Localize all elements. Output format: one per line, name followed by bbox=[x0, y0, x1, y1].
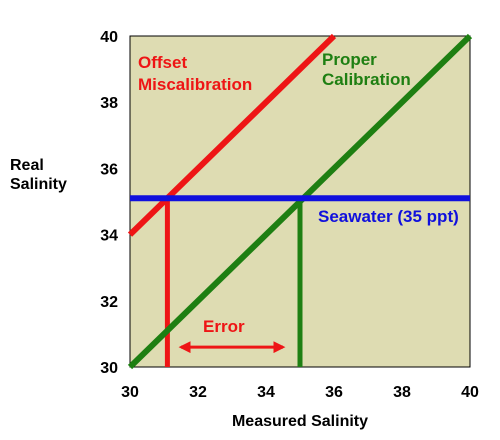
x-axis-title: Measured Salinity bbox=[232, 413, 368, 430]
series-line-offset-miscalibration bbox=[127, 33, 337, 237]
y-tick-label: 34 bbox=[100, 228, 118, 245]
seawater-label: Seawater (35 ppt) bbox=[318, 207, 459, 226]
offset-label-line2: Miscalibration bbox=[138, 75, 252, 94]
y-tick-label: 32 bbox=[100, 294, 118, 311]
x-tick-label: 34 bbox=[257, 384, 275, 401]
y-tick-label: 36 bbox=[100, 161, 118, 178]
offset-label-line1: Offset bbox=[138, 53, 187, 72]
error-label: Error bbox=[203, 317, 245, 336]
y-tick-label: 38 bbox=[100, 95, 118, 112]
x-tick-label: 38 bbox=[393, 384, 411, 401]
proper-label-line1: Proper bbox=[322, 50, 377, 69]
y-axis-title-line1: Real bbox=[10, 157, 44, 174]
y-tick-label: 40 bbox=[100, 29, 118, 46]
x-tick-label: 40 bbox=[461, 384, 479, 401]
y-axis-title-line2: Salinity bbox=[10, 176, 67, 193]
series-line-proper-calibration bbox=[127, 33, 473, 370]
x-tick-label: 36 bbox=[325, 384, 343, 401]
x-tick-label: 32 bbox=[189, 384, 207, 401]
x-tick-label: 30 bbox=[121, 384, 139, 401]
proper-label-line2: Calibration bbox=[322, 70, 411, 89]
y-tick-label: 30 bbox=[100, 360, 118, 377]
